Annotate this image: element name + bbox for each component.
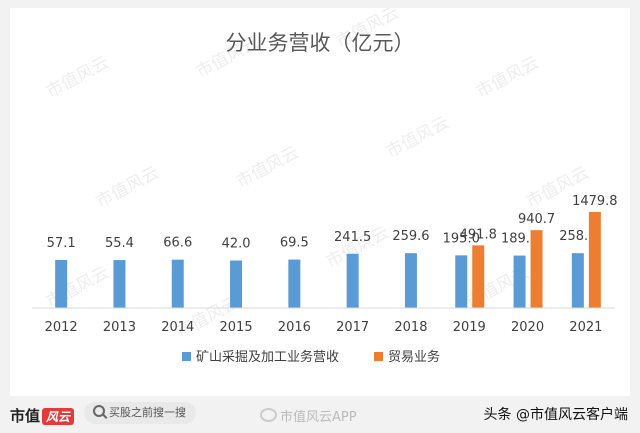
x-tick-label: 2019 xyxy=(453,320,486,335)
source-credit: 头条 @市值风云客户端 xyxy=(483,407,628,423)
search-icon xyxy=(93,405,105,417)
data-label-mining-2012: 57.1 xyxy=(47,236,76,251)
chart-title: 分业务营收（亿元） xyxy=(226,31,415,55)
data-label-mining-2021: 258.8 xyxy=(559,229,596,244)
legend-swatch-mining xyxy=(182,352,191,361)
watermark-text: 市值风云 xyxy=(43,53,112,103)
x-tick-label: 2020 xyxy=(511,320,544,335)
weibo-watermark: 市值风云APP xyxy=(260,406,357,425)
bar-trade-2021 xyxy=(588,212,601,308)
data-label-mining-2014: 66.6 xyxy=(163,236,192,251)
data-label-mining-2019: 195.0 xyxy=(443,231,480,246)
bar-mining-2017 xyxy=(346,253,359,308)
data-label-mining-2018: 259.6 xyxy=(392,229,429,244)
data-label-mining-2016: 69.5 xyxy=(280,236,309,251)
x-tick-label: 2017 xyxy=(336,320,369,335)
x-tick-label: 2021 xyxy=(569,320,602,335)
x-tick-label: 2014 xyxy=(161,320,194,335)
watermark-text: 市值风云 xyxy=(43,263,112,313)
bar-mining-2019 xyxy=(455,255,468,308)
bar-mining-2018 xyxy=(404,253,417,308)
data-label-mining-2015: 42.0 xyxy=(222,237,251,252)
bar-mining-2014 xyxy=(171,259,184,308)
x-tick-label: 2018 xyxy=(394,320,427,335)
bar-mining-2020 xyxy=(513,255,526,308)
legend-swatch-trade xyxy=(374,352,383,361)
data-label-mining-2013: 55.4 xyxy=(105,236,134,251)
weibo-icon xyxy=(260,408,277,422)
bar-mining-2012 xyxy=(55,260,68,308)
legend-label-trade: 贸易业务 xyxy=(388,349,440,365)
logo-mark: 风云 xyxy=(42,408,75,425)
footer-bar: 市值 风云 买股之前搜一搜 市值风云APP 头条 @市值风云客户端 xyxy=(0,396,640,433)
site-logo[interactable]: 市值 风云 xyxy=(10,405,75,426)
bar-mining-2013 xyxy=(113,260,126,308)
bar-mining-2016 xyxy=(288,259,301,308)
watermark-text: 市值风云 xyxy=(383,113,452,163)
watermark-text: 市值风云 xyxy=(233,143,302,193)
data-label-mining-2017: 241.5 xyxy=(334,230,371,245)
legend: 矿山采掘及加工业务营收 贸易业务 xyxy=(182,349,440,365)
bar-trade-2019 xyxy=(472,245,485,308)
data-label-trade-2020: 940.7 xyxy=(518,212,555,227)
watermark-text: 市值风云 xyxy=(473,53,542,103)
legend-label-mining: 矿山采掘及加工业务营收 xyxy=(196,349,339,365)
x-tick-label: 2012 xyxy=(45,320,78,335)
bar-mining-2015 xyxy=(230,260,243,308)
bar-trade-2020 xyxy=(530,230,543,308)
search-box[interactable]: 买股之前搜一搜 xyxy=(84,402,196,424)
chart-card: 市值风云 市值风云 市值风云 市值风云 市值风云 市值风云 市值风云 市值风云 市值风云 市值风云… xyxy=(10,8,630,396)
search-text: 买股之前搜一搜 xyxy=(109,406,186,419)
bar-mining-2021 xyxy=(571,253,584,308)
watermark-text: 市值风云 xyxy=(93,163,162,213)
data-label-trade-2021: 1479.8 xyxy=(572,194,618,209)
data-label-trade-2019: 491.8 xyxy=(460,227,497,242)
data-label-mining-2020: 189.1 xyxy=(501,232,538,247)
x-tick-label: 2016 xyxy=(278,320,311,335)
weibo-text: 市值风云APP xyxy=(280,410,357,425)
x-tick-label: 2013 xyxy=(103,320,136,335)
logo-text: 市值 xyxy=(10,407,41,425)
x-tick-label: 2015 xyxy=(220,320,253,335)
